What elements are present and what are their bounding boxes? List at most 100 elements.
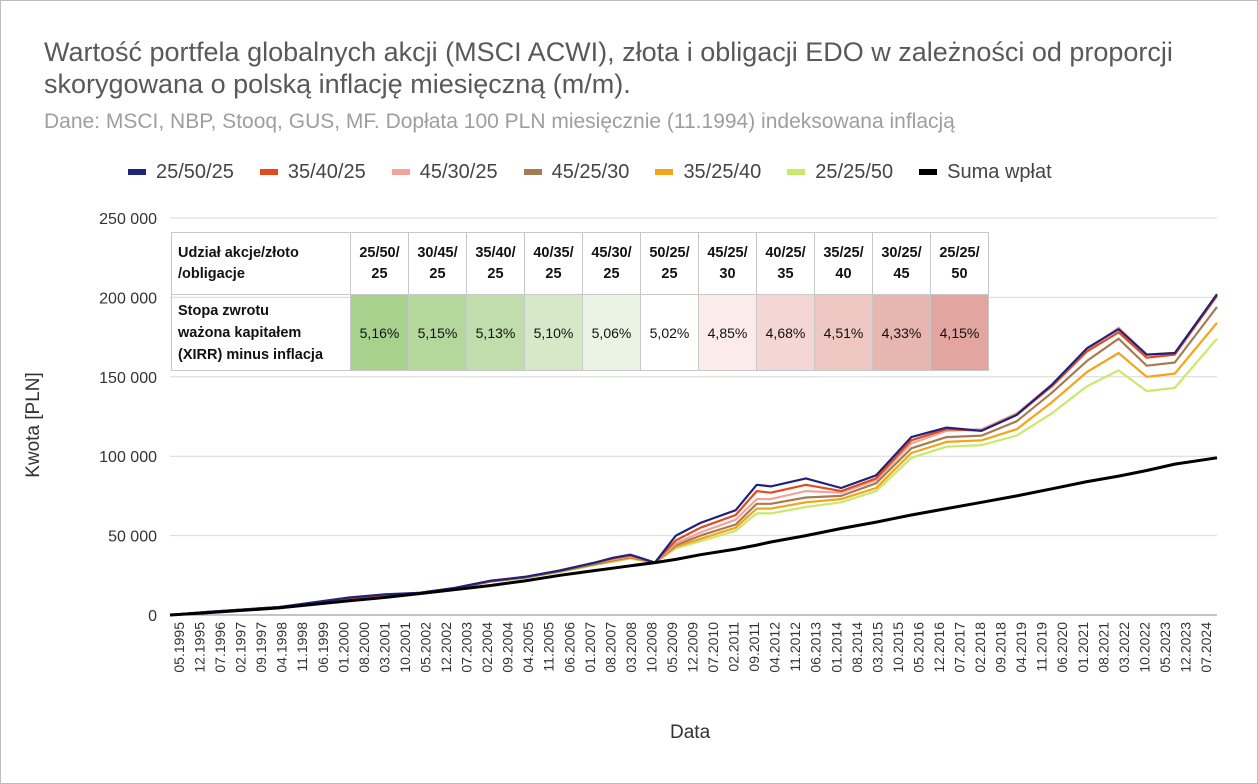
x-tick-label: 01.2021 (1075, 622, 1091, 673)
legend-swatch (919, 169, 938, 175)
x-tick-label: 12.2009 (685, 622, 701, 673)
legend-item-35-25-40: 35/25/40 (655, 161, 761, 184)
x-tick-label: 03.2022 (1116, 622, 1132, 673)
x-tick-label: 06.2006 (561, 622, 577, 673)
x-tick-label: 07.2010 (705, 622, 721, 673)
legend-label: 25/50/25 (156, 160, 234, 183)
x-tick-label: 05.2016 (910, 622, 926, 673)
legend-swatch (655, 169, 674, 175)
legend-label: Suma wpłat (947, 160, 1052, 183)
legend-item-35-40-25: 35/40/25 (259, 160, 366, 184)
y-tick-label: 200 000 (99, 290, 157, 307)
legend-label: 45/30/25 (419, 160, 498, 183)
x-tick-label: 06.2020 (1054, 622, 1070, 673)
legend-item-45-25-30: 45/25/30 (523, 160, 630, 184)
x-tick-label: 01.2000 (335, 622, 351, 673)
y-tick-label: 100 000 (99, 449, 157, 466)
legend-label: 35/25/40 (683, 160, 762, 183)
table-header-label: Udział akcje/złoto/obligacje (171, 232, 351, 295)
chart-legend: 25/50/25 35/40/25 45/30/25 45/25/30 35/2… (128, 158, 1078, 186)
y-axis-label: Kwota [PLN] (23, 372, 44, 478)
x-tick-label: 04.2005 (520, 622, 536, 673)
x-tick-label: 07.2003 (459, 622, 475, 673)
legend-item-25-50-25: 25/50/25 (128, 161, 234, 184)
table-header-cell: 35/25/40 (814, 232, 873, 295)
x-tick-label: 05.2023 (1157, 622, 1173, 673)
table-header-cell: 50/25/25 (640, 232, 699, 295)
table-value-cell: 5,02% (640, 294, 699, 371)
x-tick-label: 07.2017 (952, 622, 968, 673)
x-tick-label: 05.1995 (171, 622, 187, 673)
x-tick-label: 01.2014 (828, 622, 844, 673)
x-tick-label: 06.2013 (808, 622, 824, 673)
x-tick-label: 01.2007 (582, 622, 598, 673)
series-line-25-25-50 (169, 337, 1218, 617)
x-tick-label: 03.2008 (623, 622, 639, 673)
x-tick-label: 03.2001 (376, 622, 392, 673)
table-header-cell: 35/40/25 (466, 232, 525, 295)
xirr-table: Udział akcje/złoto/obligacje 25/50/25 30… (171, 232, 989, 371)
x-tick-label: 02.1997 (233, 622, 249, 673)
x-tick-label: 04.1998 (274, 622, 290, 673)
x-tick-label: 10.2008 (643, 622, 659, 673)
table-value-cell: 5,15% (408, 294, 467, 371)
x-tick-label: 06.1999 (315, 622, 331, 673)
legend-label: 35/40/25 (287, 160, 366, 183)
x-tick-label: 09.2011 (746, 622, 762, 672)
chart-title: Wartość portfela globalnych akcji (MSCI … (44, 37, 1173, 99)
table-header-cell: 30/25/45 (872, 232, 931, 295)
x-tick-label: 12.2023 (1177, 622, 1193, 673)
table-value-cell: 4,51% (814, 294, 873, 371)
y-tick-label: 250 000 (99, 211, 157, 228)
table-value-cell: 5,13% (466, 294, 525, 371)
x-tick-label: 11.1998 (294, 622, 310, 672)
series-line-suma-wp-at (169, 456, 1218, 617)
x-tick-label: 11.2019 (1034, 622, 1050, 672)
table-header-cell: 40/35/25 (524, 232, 583, 295)
legend-swatch (787, 169, 806, 175)
legend-label: 45/25/30 (551, 160, 630, 183)
x-tick-label: 05.2009 (664, 622, 680, 673)
y-tick-label: 0 (148, 608, 157, 625)
x-axis-label: Data (670, 722, 711, 743)
x-tick-label: 08.2007 (602, 622, 618, 673)
x-tick-label: 08.2000 (356, 622, 372, 673)
x-tick-label: 04.2012 (767, 622, 783, 673)
x-tick-label: 07.2024 (1198, 622, 1214, 673)
table-header-cell: 40/25/35 (756, 232, 815, 295)
table-value-cell: 4,15% (930, 294, 989, 371)
x-tick-label: 07.1996 (212, 622, 228, 673)
x-tick-label: 08.2021 (1095, 622, 1111, 673)
x-tick-label: 05.2002 (417, 622, 433, 673)
table-value-cell: 4,68% (756, 294, 815, 371)
x-tick-label: 08.2014 (849, 622, 865, 673)
table-value-row: Stopa zwrotu ważona kapitałem (XIRR) minus… (171, 294, 989, 371)
legend-item-45-30-25: 45/30/25 (391, 160, 498, 184)
x-tick-label: 11.2005 (541, 622, 557, 672)
legend-label: 25/25/50 (815, 160, 894, 183)
table-header-cell: 45/25/30 (698, 232, 757, 295)
legend-swatch (128, 169, 146, 175)
table-value-cell: 4,33% (872, 294, 931, 371)
table-header-cell: 25/50/25 (350, 232, 409, 295)
table-header-cell: 30/45/25 (408, 232, 467, 295)
legend-item-25-25-50: 25/25/50 (787, 161, 893, 184)
legend-swatch (523, 169, 542, 175)
table-value-cell: 5,16% (350, 294, 409, 371)
table-header-cell: 45/30/25 (582, 232, 641, 295)
x-tick-label: 12.2002 (438, 622, 454, 673)
x-tick-label: 04.2019 (1013, 622, 1029, 673)
legend-swatch (391, 169, 410, 175)
y-tick-label: 50 000 (108, 529, 157, 546)
x-tick-label: 10.2001 (397, 622, 413, 673)
x-tick-label: 02.2011 (726, 622, 742, 672)
x-tick-label: 12.2016 (931, 622, 947, 673)
x-tick-label: 11.2012 (787, 622, 803, 672)
table-header-cell: 25/25/50 (930, 232, 989, 295)
x-tick-label: 10.2022 (1136, 622, 1152, 673)
x-tick-label: 03.2015 (869, 622, 885, 673)
table-value-cell: 5,06% (582, 294, 641, 371)
x-tick-label: 10.2015 (890, 622, 906, 673)
